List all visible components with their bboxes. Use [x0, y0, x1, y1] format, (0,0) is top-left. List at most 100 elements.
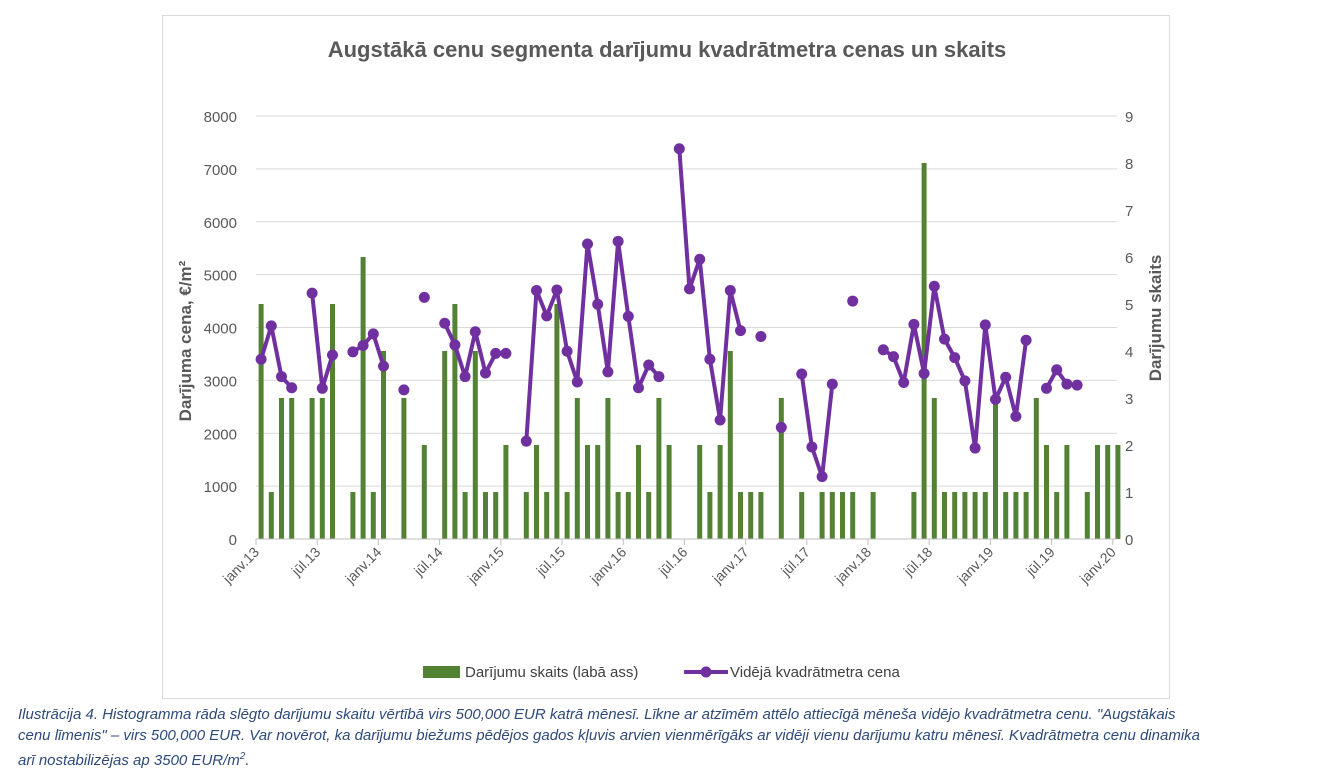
x-tick-label: jūl.14 [410, 544, 446, 580]
caption-line-3: arī nostabilizējas ap 3500 EUR/m2. [18, 746, 1314, 771]
bar [574, 398, 580, 539]
line-point [520, 435, 532, 447]
chart-svg: 0 1000 2000 3000 4000 5000 6000 7000 8000 0 1 2 3 4 5 6… [176, 37, 1165, 681]
bar [778, 398, 784, 539]
caption-line-3-end: . [245, 752, 250, 769]
line-point [704, 353, 716, 365]
line-point [969, 442, 981, 454]
x-tick-label: jūl.18 [900, 544, 936, 580]
chart-frame: 0 1000 2000 3000 4000 5000 6000 7000 8000 0 1 2 3 4 5 6… [162, 15, 1170, 699]
line-point [633, 382, 644, 394]
y-axis-left-title: Darījuma cena, €/m² [176, 260, 195, 421]
line-point [1020, 334, 1032, 346]
y-right-tick-label: 2 [1125, 438, 1133, 455]
x-tick-label: janv.20 [1076, 544, 1119, 587]
line-point [357, 339, 369, 351]
line-point [684, 283, 695, 295]
x-tick-label: janv.16 [586, 544, 629, 587]
bar [636, 445, 641, 539]
line-point [979, 319, 991, 331]
x-tick-label: jūl.16 [655, 544, 691, 580]
bar [544, 492, 550, 539]
line-point [531, 284, 542, 296]
y-axis-right-title: Darījumu skaits [1146, 255, 1165, 382]
bar [972, 492, 978, 539]
bar [585, 445, 590, 539]
x-tick-label: jūl.17 [777, 544, 813, 580]
line-point [877, 344, 889, 356]
line-point [1051, 364, 1063, 376]
line-point [255, 353, 267, 365]
y-right-tick-label: 7 [1125, 203, 1133, 220]
line-segment [799, 373, 835, 479]
line-point [1010, 410, 1022, 422]
caption-superscript: 2 [239, 751, 246, 762]
figure-caption: Ilustrācija 4. Histogramma rāda slēgto d… [18, 704, 1314, 771]
chart-title: Augstākā cenu segmenta darījumu kvadrātm… [328, 37, 1007, 62]
line-point [653, 371, 665, 383]
line-point [449, 339, 461, 351]
bar [493, 492, 499, 539]
bar [931, 398, 937, 539]
bar [748, 492, 754, 539]
legend-line-marker [700, 666, 712, 678]
bar [850, 492, 856, 539]
bar [330, 304, 335, 539]
line-point [602, 366, 614, 378]
bar [421, 445, 427, 539]
y-right-tick-label: 0 [1125, 532, 1133, 549]
bar [523, 492, 529, 539]
line-point [1061, 378, 1073, 390]
line-point [265, 320, 277, 332]
line-point [959, 375, 971, 387]
bar [503, 445, 509, 539]
y-right-tick-label: 1 [1125, 485, 1133, 502]
bar [462, 492, 468, 539]
line-segment [310, 292, 335, 391]
bar [595, 445, 601, 539]
line-point [888, 351, 899, 363]
bar-series [258, 163, 1121, 539]
y-left-tick-label: 1000 [204, 479, 237, 496]
line-point [439, 317, 451, 329]
bar [840, 492, 845, 539]
line-point [724, 284, 736, 296]
y-left-tick-label: 8000 [204, 109, 237, 126]
x-tick-label: jūl.15 [532, 544, 568, 580]
bar [442, 351, 448, 539]
line-point [592, 298, 604, 310]
line-series [255, 143, 1083, 483]
line-point [1071, 379, 1083, 391]
bar [472, 351, 478, 539]
line-point [673, 143, 685, 155]
line-point [714, 414, 726, 426]
line-point [1041, 382, 1052, 394]
line-point [816, 471, 828, 483]
line-point [561, 345, 573, 357]
line-point [918, 368, 930, 380]
line-point [694, 253, 706, 265]
bar [564, 492, 570, 539]
line-point [806, 441, 818, 453]
y-right-tick-label: 6 [1125, 250, 1133, 267]
bar [401, 398, 407, 539]
line-point [643, 359, 655, 371]
y-left-tick-label: 3000 [204, 373, 237, 390]
line-segment [524, 239, 661, 442]
y-left-tick-label: 2000 [204, 426, 237, 443]
line-point [367, 328, 379, 340]
bar [360, 257, 366, 539]
bar [1054, 492, 1060, 539]
bar [1084, 492, 1090, 539]
line-point [276, 371, 287, 383]
line-point [949, 352, 961, 364]
bar [258, 304, 264, 539]
line-point [847, 295, 859, 307]
bar [350, 492, 356, 539]
x-tick-label: janv.13 [219, 544, 262, 587]
line-point [582, 238, 593, 250]
bar [666, 445, 672, 539]
legend-line-label: Vidējā kvadrātmetra cena [730, 664, 900, 681]
bar [483, 492, 488, 539]
line-point [286, 382, 298, 394]
